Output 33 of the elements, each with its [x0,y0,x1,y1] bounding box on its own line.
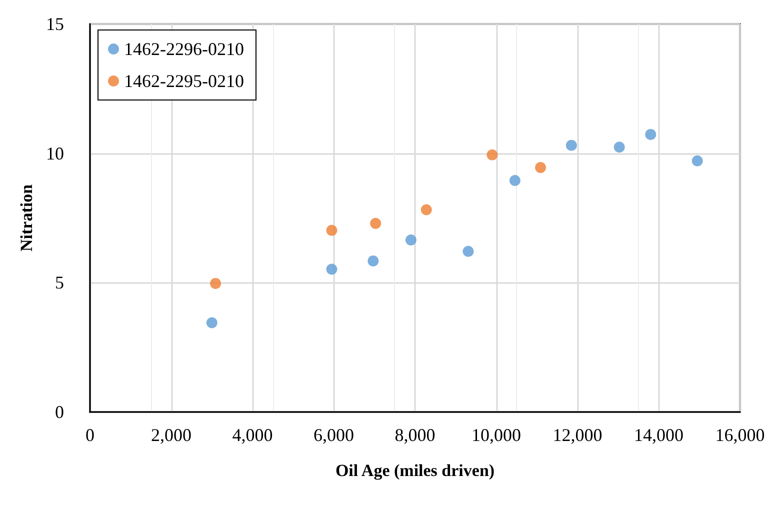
point [614,142,625,153]
point [210,278,222,289]
point [326,224,338,236]
x-tick-label: 12,000 [552,425,602,445]
point [405,234,416,246]
y-tick-label: 5 [55,272,64,293]
x-tick-label: 14,000 [634,425,684,445]
point [420,204,432,216]
point [206,317,218,328]
x-tick-label: 8,000 [394,425,436,445]
point [326,264,338,275]
y-axis-title: Nitration [17,184,36,252]
legend-label: 1462-2295-0210 [124,71,244,91]
x-axis-title: Oil Age (miles driven) [335,461,495,480]
point [368,255,379,266]
point [566,140,577,151]
y-tick-label: 10 [46,143,64,164]
point [535,162,546,174]
point [370,218,382,229]
point [462,246,474,257]
x-tick-label: 4,000 [232,425,273,445]
point [645,128,656,140]
point [486,149,498,160]
x-tick-label: 6,000 [314,425,354,445]
x-tick-label: 10,000 [472,425,521,445]
y-tick-label: 15 [46,14,64,34]
point [692,155,703,166]
legend-label: 1462-2296-0210 [124,39,244,59]
y-tick-label: 0 [55,402,64,422]
x-tick-label: 16,000 [715,425,765,445]
x-tick-label: 2,000 [151,425,192,445]
x-tick-label: 0 [86,425,94,445]
point [509,174,520,186]
